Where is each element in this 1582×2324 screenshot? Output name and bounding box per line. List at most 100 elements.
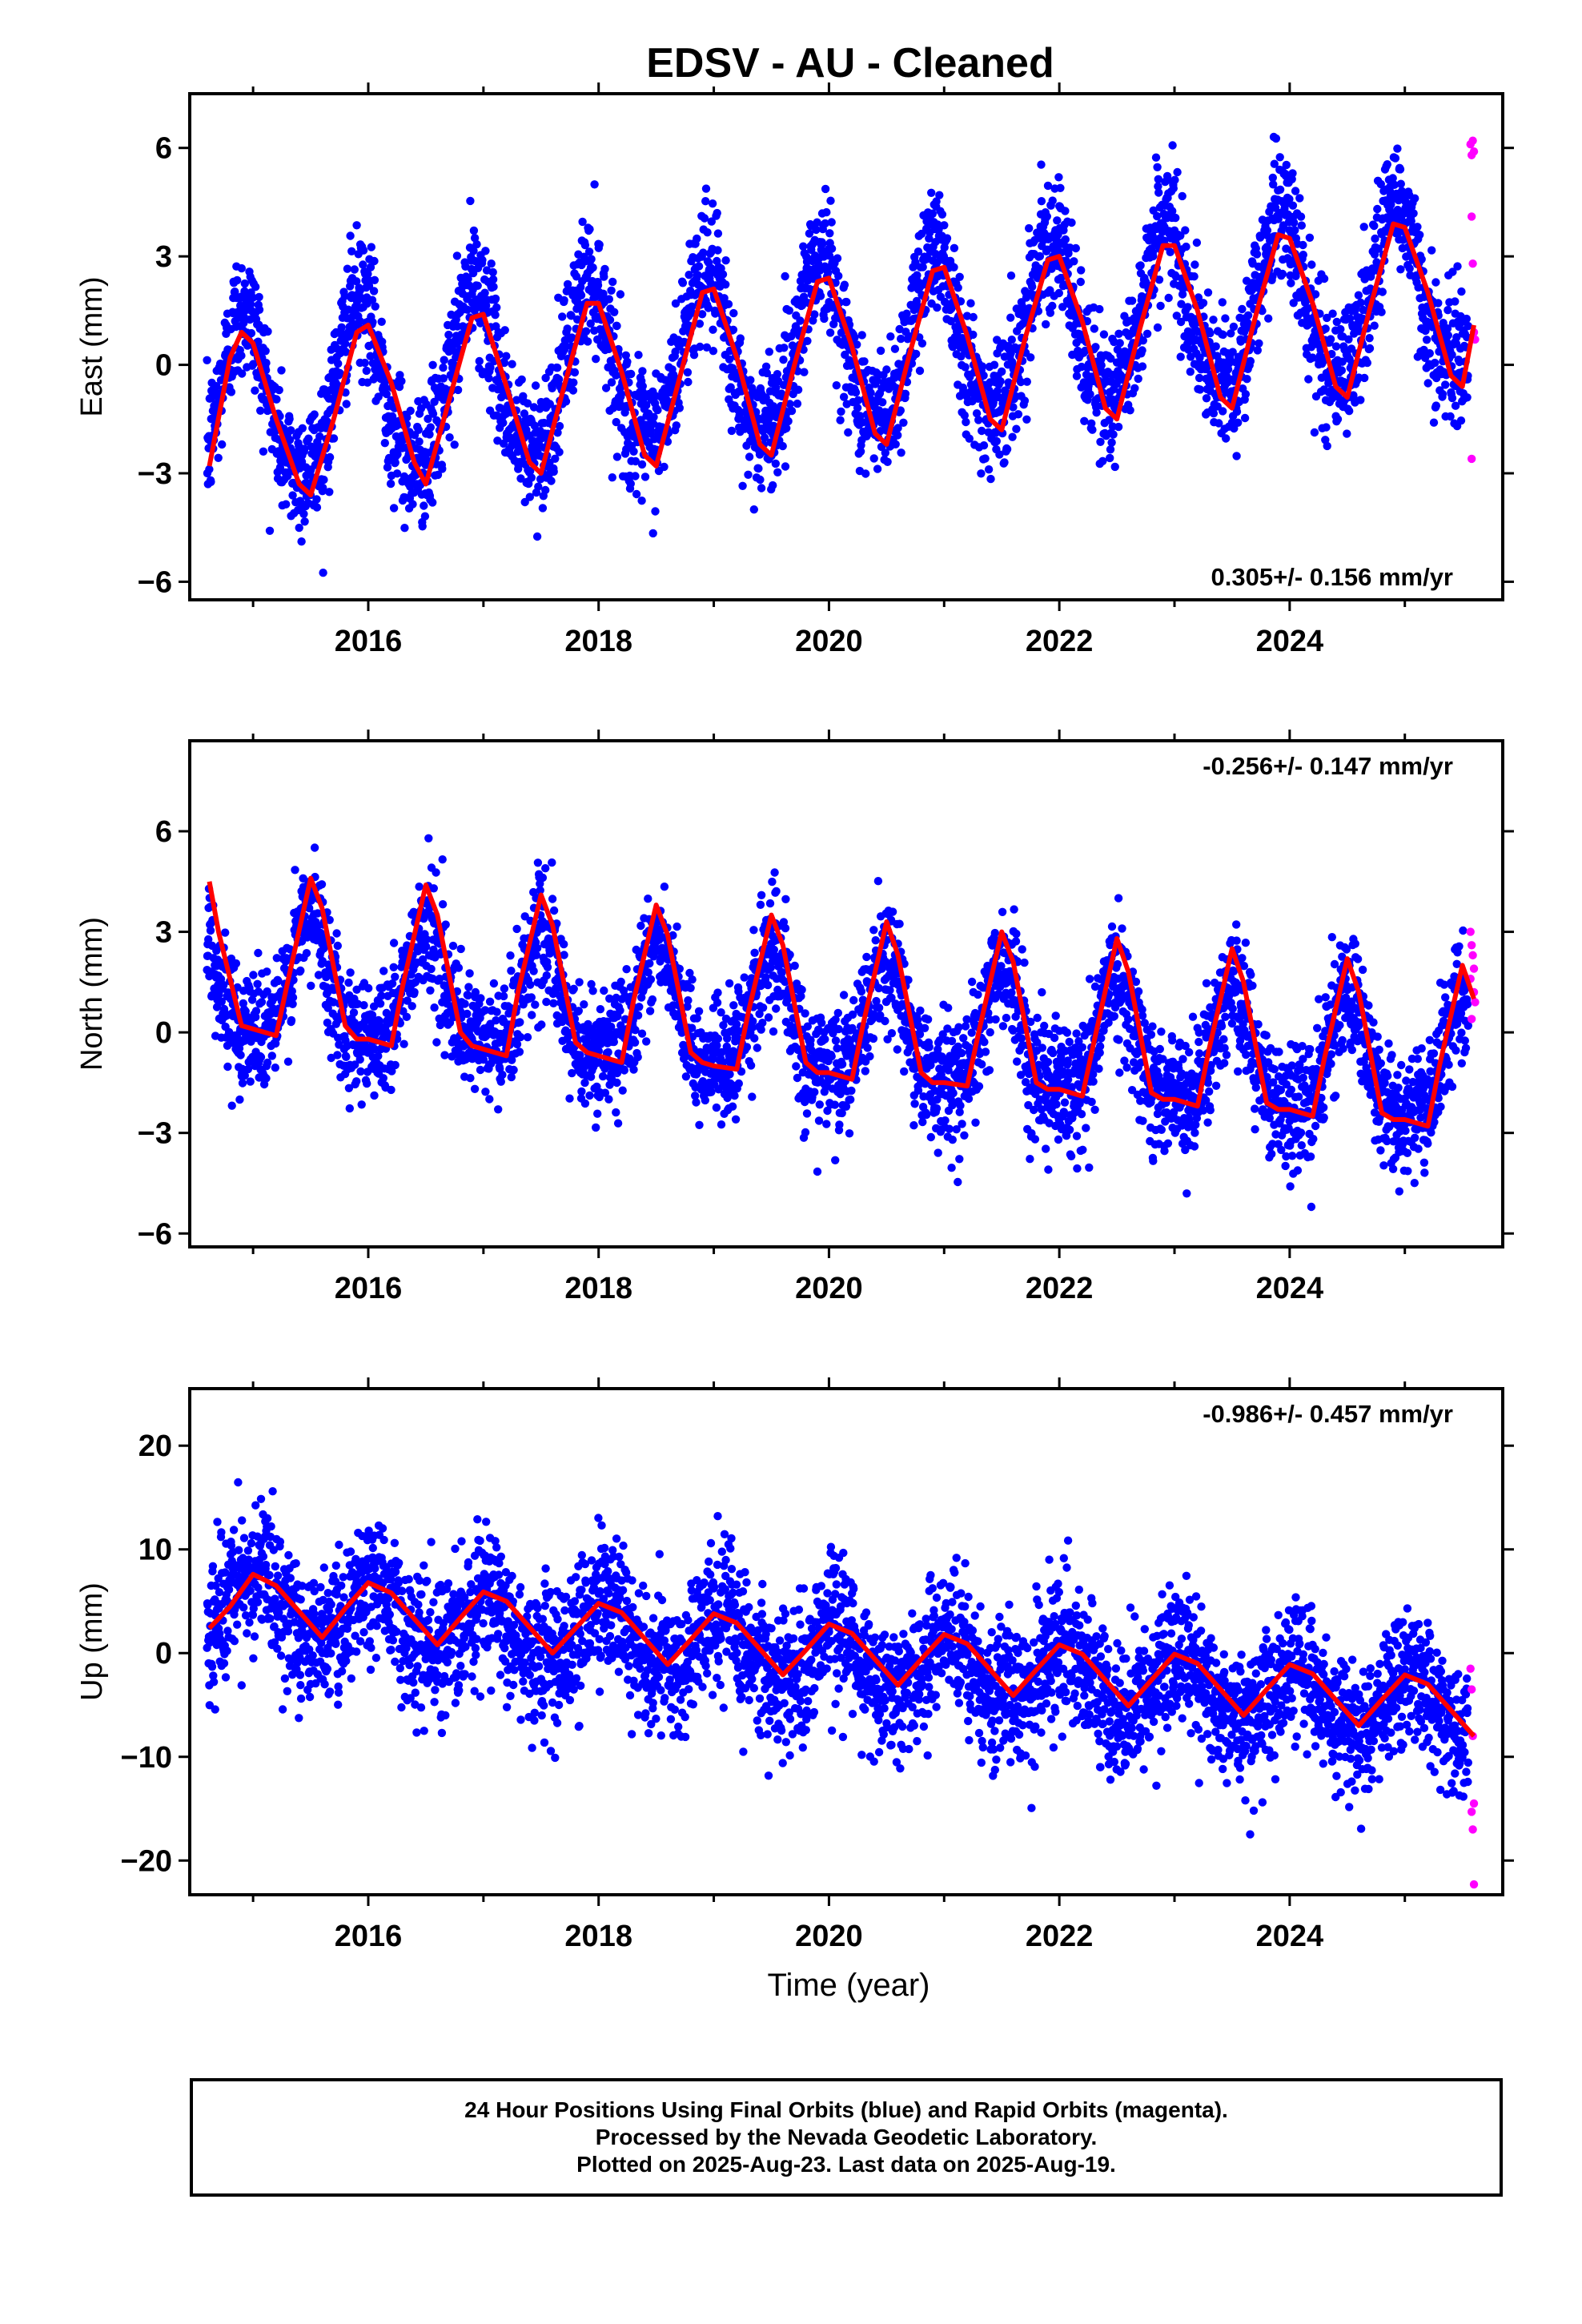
final-orbit-point [820,314,829,324]
final-orbit-point [438,464,447,473]
final-orbit-point [262,359,271,368]
final-orbit-point [961,363,970,372]
final-orbit-point [418,522,427,531]
final-orbit-point [284,468,293,476]
final-orbit-point [637,497,646,505]
final-orbit-point [724,300,733,308]
final-orbit-point [695,320,705,328]
final-orbit-point [1319,274,1329,283]
final-orbit-point [538,504,548,513]
final-orbit-point [237,351,246,360]
final-orbit-point [488,267,497,277]
final-orbit-point [984,465,994,474]
rapid-orbit-point [1468,259,1477,268]
final-orbit-point [536,404,544,413]
final-orbit-point [839,392,849,401]
final-orbit-point [931,250,941,259]
final-orbit-point [568,386,578,395]
final-orbit-point [632,489,641,499]
final-orbit-point [1264,314,1273,323]
final-orbit-point [1295,194,1304,203]
final-orbit-point [1390,180,1399,189]
final-orbit-point [1096,437,1105,446]
final-orbit-point [470,234,480,243]
final-orbit-point [612,452,622,461]
final-orbit-point [785,400,794,408]
final-orbit-point [533,858,543,867]
final-orbit-point [317,880,327,889]
final-orbit-point [291,866,299,875]
final-orbit-point [335,368,344,378]
final-orbit-point [576,291,586,300]
final-orbit-point [1447,350,1456,360]
final-orbit-point [1451,401,1460,410]
final-orbit-point [1114,422,1123,432]
final-orbit-point [608,277,617,287]
final-orbit-point [257,998,267,1007]
final-orbit-point [1431,401,1441,410]
final-orbit-point [440,356,448,364]
final-orbit-point [949,343,958,352]
final-orbit-point [869,454,878,463]
final-orbit-point [1443,331,1453,340]
final-orbit-point [310,843,319,852]
final-orbit-point [489,979,499,988]
final-orbit-point [821,184,830,194]
final-orbit-point [671,299,681,308]
final-orbit-point [256,1052,266,1062]
final-orbit-point [1006,313,1015,322]
final-orbit-point [485,997,495,1007]
final-orbit-point [840,280,849,289]
final-orbit-point [660,462,669,472]
final-orbit-point [1046,286,1054,295]
final-orbit-point [799,242,808,251]
final-orbit-point [237,263,246,273]
final-orbit-point [785,306,793,315]
final-orbit-point [826,196,835,205]
final-orbit-point [1415,231,1424,239]
y-tick-label: 3 [155,240,172,274]
final-orbit-point [555,421,564,431]
final-orbit-point [464,983,473,991]
final-orbit-point [346,231,355,240]
final-orbit-point [532,951,541,959]
final-orbit-point [441,920,450,929]
x-tick-label: 2022 [1026,625,1094,658]
final-orbit-point [689,351,699,360]
final-orbit-point [729,325,738,334]
final-orbit-point [1056,183,1065,192]
final-orbit-point [391,458,400,467]
final-orbit-point [981,454,990,463]
final-orbit-point [425,430,434,439]
final-orbit-point [1328,309,1337,318]
final-orbit-point [349,1008,359,1017]
final-orbit-point [696,342,705,352]
final-orbit-point [295,523,303,533]
final-orbit-point [203,356,211,364]
final-orbit-point [466,1074,475,1083]
final-orbit-point [248,293,258,302]
final-orbit-point [721,280,730,289]
final-orbit-point [607,378,616,387]
final-orbit-point [1429,418,1439,427]
final-orbit-point [649,412,658,421]
final-orbit-point [231,287,239,296]
final-orbit-point [319,475,328,485]
final-orbit-point [600,264,609,274]
final-orbit-point [901,389,910,398]
final-orbit-point [391,1060,400,1070]
final-orbit-point [312,503,322,512]
final-orbit-point [1028,282,1037,292]
final-orbit-point [1176,231,1185,240]
final-orbit-point [1115,339,1124,348]
final-orbit-point [204,935,213,944]
final-orbit-point [1172,312,1182,320]
final-orbit-point [998,367,1006,376]
final-orbit-point [693,271,702,279]
final-orbit-point [342,1052,351,1062]
final-orbit-point [1058,303,1067,312]
final-orbit-point [1288,201,1298,210]
final-orbit-point [612,321,621,331]
final-orbit-point [866,388,875,397]
final-orbit-point [515,1047,524,1056]
